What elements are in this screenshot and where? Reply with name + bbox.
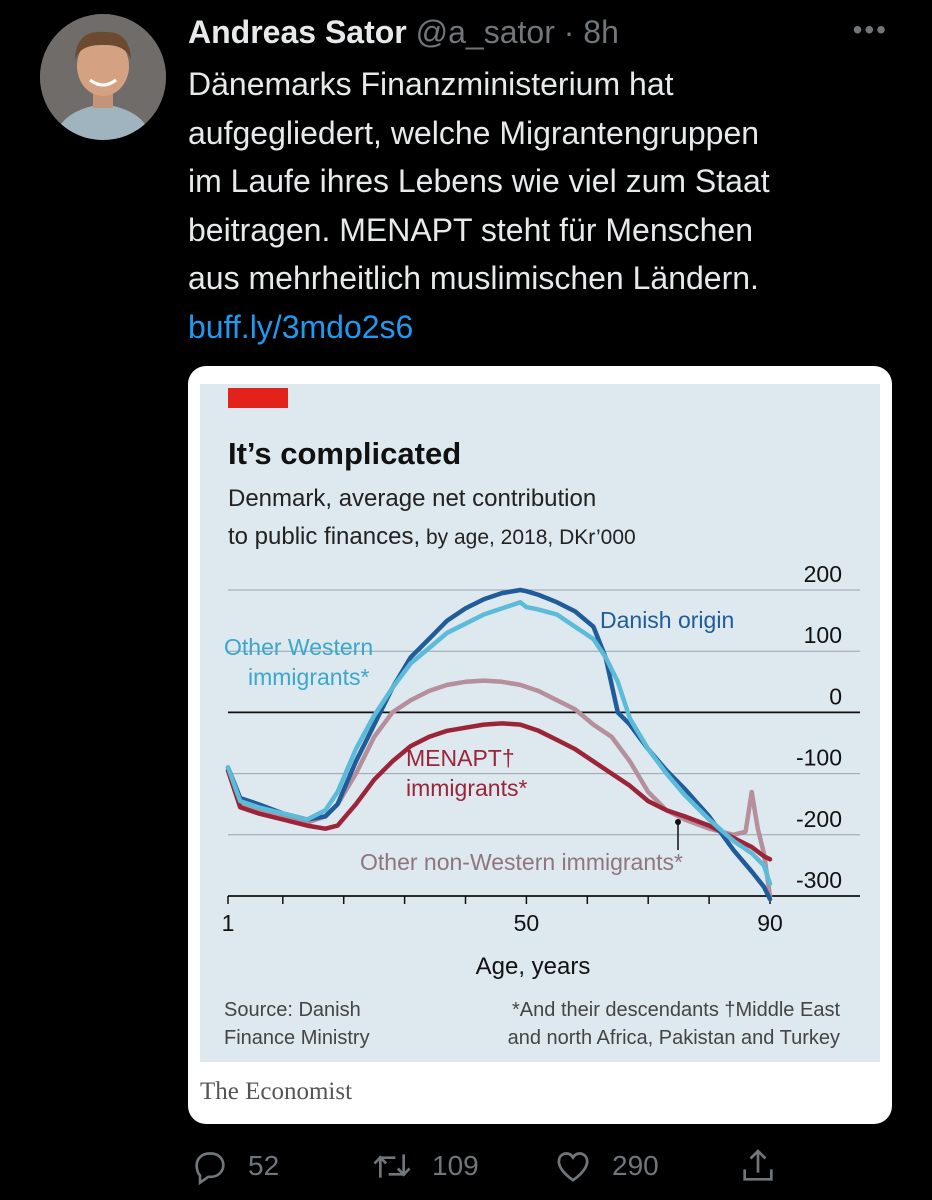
y-tick-labels: 200 100 0 -100 -200 -300 <box>796 561 842 893</box>
x-tick-label: 1 <box>222 910 235 936</box>
profile-photo <box>40 14 166 140</box>
timestamp[interactable]: 8h <box>583 14 619 50</box>
reply-button[interactable]: 52 <box>190 1146 279 1186</box>
chart-subtitle-line1: Denmark, average net contribution <box>228 485 596 512</box>
accent-bar <box>228 388 288 408</box>
label-menapt-line1: MENAPT† <box>406 745 515 771</box>
chart-panel: It’s complicated Denmark, average net co… <box>200 384 880 1062</box>
avatar[interactable] <box>40 14 166 140</box>
tweet-text: Dänemarks Finanzministerium hat aufgegli… <box>188 60 888 351</box>
retweet-icon <box>373 1154 411 1178</box>
series-line-menapt <box>225 721 773 862</box>
label-menapt-line2: immigrants* <box>406 775 527 801</box>
x-tick-label: 50 <box>514 910 540 936</box>
retweet-count: 109 <box>432 1150 479 1181</box>
tweet-text-line: Dänemarks Finanzministerium hat <box>188 66 674 102</box>
grid <box>228 589 860 836</box>
source-line2: Finance Ministry <box>224 1027 370 1049</box>
chart-subtitle-line2: to public finances, by age, 2018, DKr’00… <box>228 523 636 550</box>
source-line1: Source: Danish <box>224 999 361 1021</box>
publisher-credit: The Economist <box>200 1078 353 1105</box>
share-button[interactable] <box>738 1146 796 1186</box>
subtitle-rest: by age, 2018, DKr’000 <box>420 526 636 549</box>
tweet-text-line: aus mehrheitlich muslimischen Ländern. <box>188 260 759 296</box>
y-tick-label: -100 <box>796 745 842 771</box>
y-tick-label: 200 <box>804 561 842 587</box>
label-pointer-dot <box>675 819 681 825</box>
retweet-button[interactable]: 109 <box>370 1146 479 1186</box>
author-handle[interactable]: @a_sator <box>415 14 555 50</box>
tweet-actions: 52 109 290 <box>0 1140 932 1196</box>
line-chart: It’s complicated Denmark, average net co… <box>222 388 860 1049</box>
label-other-western-line1: Other Western <box>224 634 373 660</box>
y-tick-label: -300 <box>796 867 842 893</box>
series-line-other-western <box>225 599 773 887</box>
more-horizontal-icon[interactable]: ••• <box>852 14 888 45</box>
x-tick-label: 90 <box>757 910 783 936</box>
like-count: 290 <box>612 1150 659 1181</box>
x-axis-label: Age, years <box>476 953 591 980</box>
label-other-western-line2: immigrants* <box>248 664 369 690</box>
subtitle-bold: to public finances, <box>228 523 420 550</box>
tweet-text-line: aufgegliedert, welche Migrantengruppen <box>188 114 760 151</box>
series-lines <box>225 587 773 902</box>
tweet-link[interactable]: buff.ly/3mdo2s6 <box>188 308 414 345</box>
separator: · <box>563 14 575 50</box>
label-other-non-western: Other non-Western immigrants* <box>360 849 683 875</box>
y-tick-label: 100 <box>804 622 842 648</box>
y-tick-label: 0 <box>829 683 842 709</box>
y-tick-label: -200 <box>796 806 842 832</box>
author-name[interactable]: Andreas Sator <box>188 14 407 50</box>
reply-count: 52 <box>248 1150 280 1181</box>
x-axis: 1 50 90 <box>222 895 860 936</box>
tweet-text-line: im Laufe ihres Lebens wie viel zum Staat <box>188 163 770 199</box>
label-danish-origin: Danish origin <box>600 607 734 633</box>
share-icon <box>743 1149 773 1181</box>
tweet-text-line: beitragen. MENAPT steht für Menschen <box>188 211 754 248</box>
note-line1: *And their descendants †Middle East <box>512 999 840 1021</box>
reply-icon <box>195 1152 225 1186</box>
like-button[interactable]: 290 <box>552 1146 659 1186</box>
media-card[interactable]: It’s complicated Denmark, average net co… <box>188 366 892 1124</box>
heart-icon <box>557 1152 589 1182</box>
chart-title: It’s complicated <box>228 436 461 471</box>
series-line-danish-origin <box>225 587 773 902</box>
tweet-header: Andreas Sator @a_sator · 8h <box>188 12 619 52</box>
note-line2: and north Africa, Pakistan and Turkey <box>508 1027 840 1049</box>
